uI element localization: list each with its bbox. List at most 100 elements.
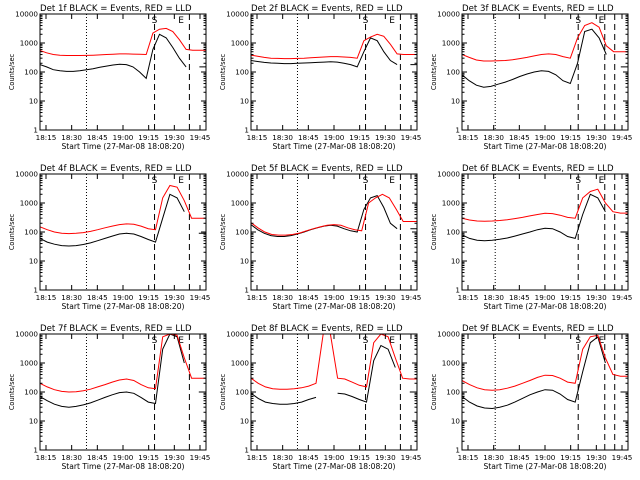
y-tick-label: 1000 <box>442 199 461 208</box>
chart-panel-2: Det 2f BLACK = Events, RED = LLD S E 1 10 100… <box>219 4 421 151</box>
chart-title: Det 9f BLACK = Events, RED = LLD <box>462 324 614 334</box>
y-tick-label: 10 <box>451 97 461 106</box>
y-tick-label: 1 <box>33 286 38 295</box>
chart-panel-4: Det 4f BLACK = Events, RED = LLD S E 1 10 100… <box>8 164 210 311</box>
y-tick-label: 100 <box>446 388 460 397</box>
x-tick-label: 19:45 <box>190 133 211 142</box>
x-tick-label: 18:30 <box>61 133 82 142</box>
x-tick-label: 19:45 <box>612 133 633 142</box>
y-tick-label: 1 <box>244 126 249 135</box>
x-axis-label: Start Time (27-Mar-08 18:08:20) <box>61 462 184 471</box>
y-tick-label: 10 <box>29 417 39 426</box>
x-axis-label: Start Time (27-Mar-08 18:08:20) <box>61 302 184 311</box>
chart-panel-3: Det 3f BLACK = Events, RED = LLD S E 1 10 100… <box>430 4 632 151</box>
y-tick-label: 10 <box>240 97 250 106</box>
y-tick-label: 1000 <box>20 199 39 208</box>
lld-series-line <box>251 193 417 236</box>
x-tick-label: 19:00 <box>324 293 345 302</box>
chart-title: Det 1f BLACK = Events, RED = LLD <box>40 4 192 14</box>
events-series-line <box>462 28 628 88</box>
lld-series-line <box>462 188 628 222</box>
x-tick-label: 18:15 <box>247 453 268 462</box>
x-tick-label: 19:45 <box>401 133 422 142</box>
chart-panel-1: Det 1f BLACK = Events, RED = LLD S E 1 10 100… <box>8 4 210 151</box>
x-axis-label: Start Time (27-Mar-08 18:08:20) <box>272 142 395 151</box>
x-tick-label: 19:15 <box>560 453 581 462</box>
events-series-line <box>40 193 206 247</box>
marker-label-e: E <box>599 176 605 186</box>
lld-series-line <box>251 334 417 390</box>
y-tick-label: 100 <box>235 228 249 237</box>
x-tick-label: 19:45 <box>190 293 211 302</box>
x-tick-label: 18:15 <box>36 133 57 142</box>
x-axis-label: Start Time (27-Mar-08 18:08:20) <box>483 142 606 151</box>
events-series-line <box>462 335 628 410</box>
x-tick-label: 18:15 <box>247 293 268 302</box>
x-tick-label: 18:15 <box>458 453 479 462</box>
x-tick-label: 18:45 <box>298 293 319 302</box>
x-tick-label: 19:00 <box>113 293 134 302</box>
y-tick-label: 1 <box>244 446 249 455</box>
x-tick-label: 19:00 <box>113 453 134 462</box>
x-tick-label: 18:45 <box>87 293 108 302</box>
marker-label-e: E <box>178 16 184 26</box>
y-tick-label: 10000 <box>226 330 249 339</box>
y-tick-label: 1 <box>33 446 38 455</box>
marker-label-s: S <box>363 176 369 186</box>
x-tick-label: 18:45 <box>87 453 108 462</box>
y-tick-label: 1000 <box>231 199 250 208</box>
x-tick-label: 18:30 <box>272 453 293 462</box>
y-tick-label: 10 <box>240 417 250 426</box>
x-axis-label: Start Time (27-Mar-08 18:08:20) <box>272 462 395 471</box>
x-tick-label: 18:30 <box>483 133 504 142</box>
x-tick-label: 19:30 <box>375 133 396 142</box>
x-tick-label: 18:15 <box>458 133 479 142</box>
y-axis-label: Counts/sec <box>219 53 227 90</box>
chart-panel-7: Det 7f BLACK = Events, RED = LLD S E 1 10 100… <box>8 324 210 471</box>
x-tick-label: 19:15 <box>138 293 159 302</box>
x-tick-label: 18:45 <box>509 293 530 302</box>
x-tick-label: 18:15 <box>36 293 57 302</box>
marker-label-s: S <box>363 16 369 26</box>
y-tick-label: 100 <box>235 388 249 397</box>
plot-frame <box>250 173 418 291</box>
x-tick-label: 19:15 <box>560 133 581 142</box>
y-axis-label: Counts/sec <box>8 53 16 90</box>
y-tick-label: 100 <box>24 388 38 397</box>
x-tick-label: 18:15 <box>247 133 268 142</box>
x-tick-label: 19:00 <box>113 133 134 142</box>
x-tick-label: 19:45 <box>190 453 211 462</box>
y-tick-label: 1000 <box>442 359 461 368</box>
y-tick-label: 1 <box>455 446 460 455</box>
marker-label-s: S <box>152 336 158 346</box>
events-series-line <box>462 193 628 242</box>
lld-series-line <box>40 184 206 235</box>
x-tick-label: 18:45 <box>298 133 319 142</box>
chart-title: Det 3f BLACK = Events, RED = LLD <box>462 4 614 14</box>
x-tick-label: 18:30 <box>272 293 293 302</box>
x-tick-label: 19:15 <box>349 293 370 302</box>
x-tick-label: 19:00 <box>324 453 345 462</box>
x-tick-label: 18:15 <box>36 453 57 462</box>
y-tick-label: 100 <box>24 228 38 237</box>
x-tick-label: 19:30 <box>164 453 185 462</box>
chart-title: Det 5f BLACK = Events, RED = LLD <box>251 164 403 174</box>
y-tick-label: 1 <box>455 286 460 295</box>
marker-label-e: E <box>389 16 395 26</box>
x-tick-label: 19:00 <box>535 133 556 142</box>
x-axis-label: Start Time (27-Mar-08 18:08:20) <box>483 462 606 471</box>
y-tick-label: 1 <box>455 126 460 135</box>
y-tick-label: 10 <box>240 257 250 266</box>
plot-frame <box>461 173 629 291</box>
y-tick-label: 100 <box>446 68 460 77</box>
plot-frame <box>39 13 207 131</box>
lld-series-line <box>251 33 417 60</box>
x-tick-label: 19:15 <box>349 133 370 142</box>
lld-series-line <box>462 334 628 391</box>
x-axis-label: Start Time (27-Mar-08 18:08:20) <box>483 302 606 311</box>
y-axis-label: Counts/sec <box>430 53 438 90</box>
events-series-line <box>40 33 206 80</box>
x-tick-label: 19:15 <box>349 453 370 462</box>
x-tick-label: 19:30 <box>375 453 396 462</box>
marker-label-s: S <box>575 176 581 186</box>
